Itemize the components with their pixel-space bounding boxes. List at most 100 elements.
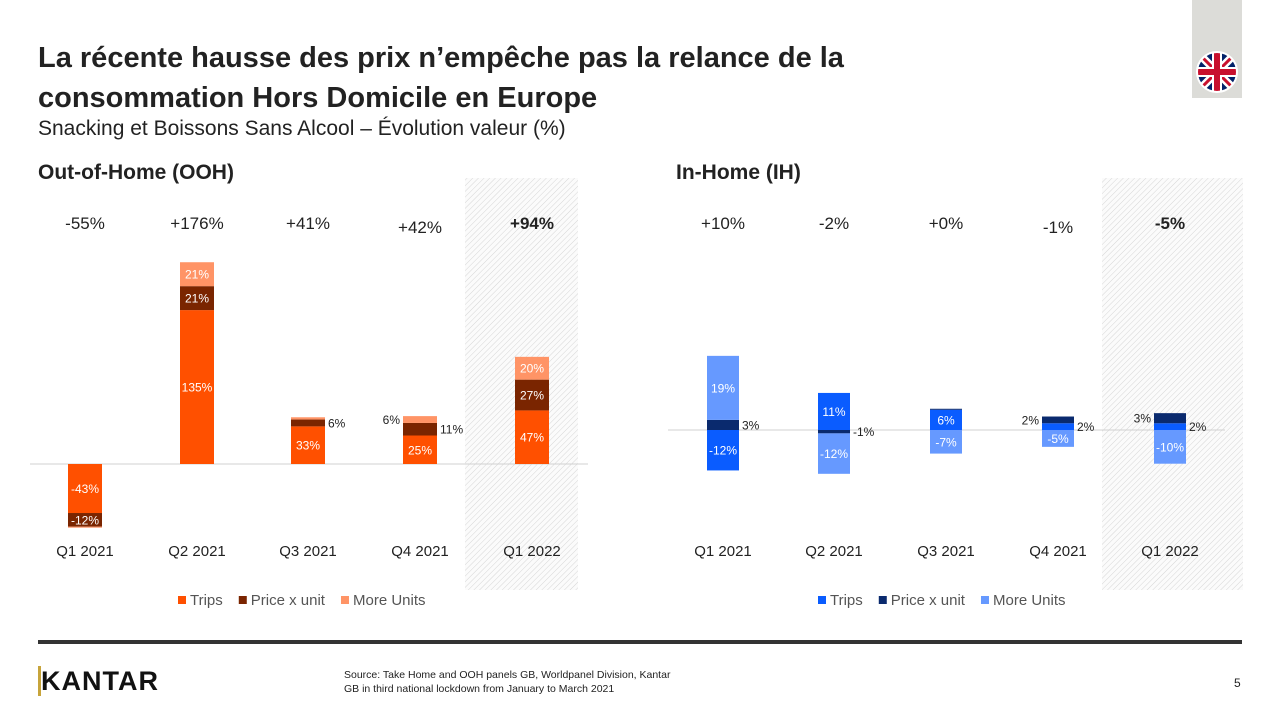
data-label: 2% xyxy=(1077,420,1095,434)
x-tick-label: Q4 2021 xyxy=(1029,543,1087,560)
bar-ih-more-units xyxy=(707,355,739,420)
total-label: +0% xyxy=(929,214,964,233)
bar-ooh-trips xyxy=(180,310,214,464)
bar-ooh-trips xyxy=(68,464,102,514)
bar-ih-trips xyxy=(1042,423,1074,430)
legend-label: Trips xyxy=(190,592,223,609)
total-label: +41% xyxy=(286,214,330,233)
bar-ooh-price-x-unit xyxy=(291,419,325,427)
legend-swatch xyxy=(340,596,349,604)
bar-ih-trips xyxy=(707,430,739,471)
data-label: 11% xyxy=(822,405,845,419)
legend-label: Trips xyxy=(830,592,863,609)
data-label: 3% xyxy=(1134,412,1152,426)
bar-ooh-price-x-unit xyxy=(180,286,214,311)
legend-swatch xyxy=(818,596,826,604)
data-label: 25% xyxy=(408,443,432,457)
bar-ooh-trips xyxy=(291,426,325,464)
total-label: +94% xyxy=(510,214,554,233)
data-label: 20% xyxy=(520,362,544,376)
highlight-region-ih xyxy=(1102,178,1243,590)
legend-label: More Units xyxy=(993,592,1066,609)
bar-ooh-more-units xyxy=(403,416,437,423)
data-label: -43% xyxy=(71,482,99,496)
legend-swatch xyxy=(178,596,186,604)
x-tick-label: Q2 2021 xyxy=(168,543,226,560)
source-line: GB in third national lockdown from Janua… xyxy=(344,683,615,695)
legend-swatch xyxy=(878,596,887,604)
x-tick-label: Q1 2021 xyxy=(694,543,752,560)
total-label: -55% xyxy=(65,214,105,233)
bar-ooh-more-units xyxy=(291,417,325,420)
total-label: -5% xyxy=(1155,214,1185,233)
bar-ooh-more-units xyxy=(68,526,102,528)
bar-ih-price-x-unit xyxy=(707,419,739,430)
legend-label: Price x unit xyxy=(251,592,326,609)
bar-ih-trips xyxy=(818,392,850,430)
data-label: 27% xyxy=(520,389,544,403)
data-label: -7% xyxy=(935,435,957,449)
data-label: 6% xyxy=(937,413,955,427)
x-tick-label: Q4 2021 xyxy=(391,543,449,560)
bar-ih-more-units xyxy=(1042,430,1074,447)
data-label: 11% xyxy=(440,423,463,437)
kantar-logo: KANTAR xyxy=(38,666,159,697)
charts: -43% -12% Q1 2021 -55% 135% 21% 21% Q2 2021 +176… xyxy=(30,178,1243,609)
x-tick-label: Q3 2021 xyxy=(279,543,337,560)
bar-ooh-price-x-unit xyxy=(68,513,102,527)
x-tick-label: Q2 2021 xyxy=(805,543,863,560)
flag-box xyxy=(1192,0,1242,98)
bar-ooh-more-units xyxy=(180,262,214,287)
legend-swatch xyxy=(238,596,247,604)
bar-ooh-more-units xyxy=(515,356,549,380)
total-label: +176% xyxy=(170,214,223,233)
data-label: 135% xyxy=(182,381,213,395)
data-label: 33% xyxy=(296,439,320,453)
x-tick-label: Q1 2022 xyxy=(503,543,561,560)
data-label: -10% xyxy=(1156,440,1184,454)
data-label: -12% xyxy=(71,513,99,527)
bar-ooh-price-x-unit xyxy=(403,422,437,436)
data-label: 21% xyxy=(185,268,209,282)
bar-ih-price-x-unit xyxy=(818,430,850,434)
source-note: Source: Take Home and OOH panels GB, Wor… xyxy=(344,668,670,696)
data-label: -5% xyxy=(1047,432,1069,446)
data-label: 47% xyxy=(520,431,544,445)
legend-label: More Units xyxy=(353,592,426,609)
data-label: -12% xyxy=(709,444,737,458)
bar-ih-more-units xyxy=(1154,430,1186,464)
bar-ih-more-units xyxy=(818,433,850,474)
data-label: 6% xyxy=(383,413,401,427)
bar-ih-trips xyxy=(930,409,962,430)
data-label: 2% xyxy=(1189,420,1207,434)
legend-label: Price x unit xyxy=(891,592,966,609)
total-label: +42% xyxy=(398,218,442,237)
x-tick-label: Q1 2021 xyxy=(56,543,114,560)
source-line: Source: Take Home and OOH panels GB, Wor… xyxy=(344,669,671,681)
bar-ih-price-x-unit xyxy=(930,408,962,410)
legend-swatch xyxy=(980,596,989,604)
slide-title: La récente hausse des prix n’empêche pas… xyxy=(38,42,844,114)
x-tick-label: Q3 2021 xyxy=(917,543,975,560)
bar-ih-trips xyxy=(1154,423,1186,430)
bar-ooh-price-x-unit xyxy=(515,379,549,411)
chart-title-ooh: Out-of-Home (OOH) xyxy=(38,161,234,184)
chart-title-ih: In-Home (IH) xyxy=(676,161,801,184)
total-label: +10% xyxy=(701,214,745,233)
bar-ih-price-x-unit xyxy=(1042,416,1074,424)
x-tick-label: Q1 2022 xyxy=(1141,543,1199,560)
footer-rule xyxy=(38,640,1242,644)
data-label: 19% xyxy=(711,381,735,395)
data-label: 2% xyxy=(1022,413,1040,427)
data-label: 3% xyxy=(742,418,760,432)
bar-ooh-trips xyxy=(515,410,549,464)
uk-flag-icon xyxy=(1196,51,1238,93)
bar-ooh-trips xyxy=(403,435,437,464)
bar-ih-more-units xyxy=(930,430,962,454)
page-number: 5 xyxy=(1234,676,1241,690)
bar-ih-price-x-unit xyxy=(1154,413,1186,424)
slide-subtitle: Snacking et Boissons Sans Alcool – Évolu… xyxy=(38,117,566,140)
total-label: -2% xyxy=(819,214,849,233)
total-label: -1% xyxy=(1043,218,1073,237)
data-label: -1% xyxy=(853,425,875,439)
